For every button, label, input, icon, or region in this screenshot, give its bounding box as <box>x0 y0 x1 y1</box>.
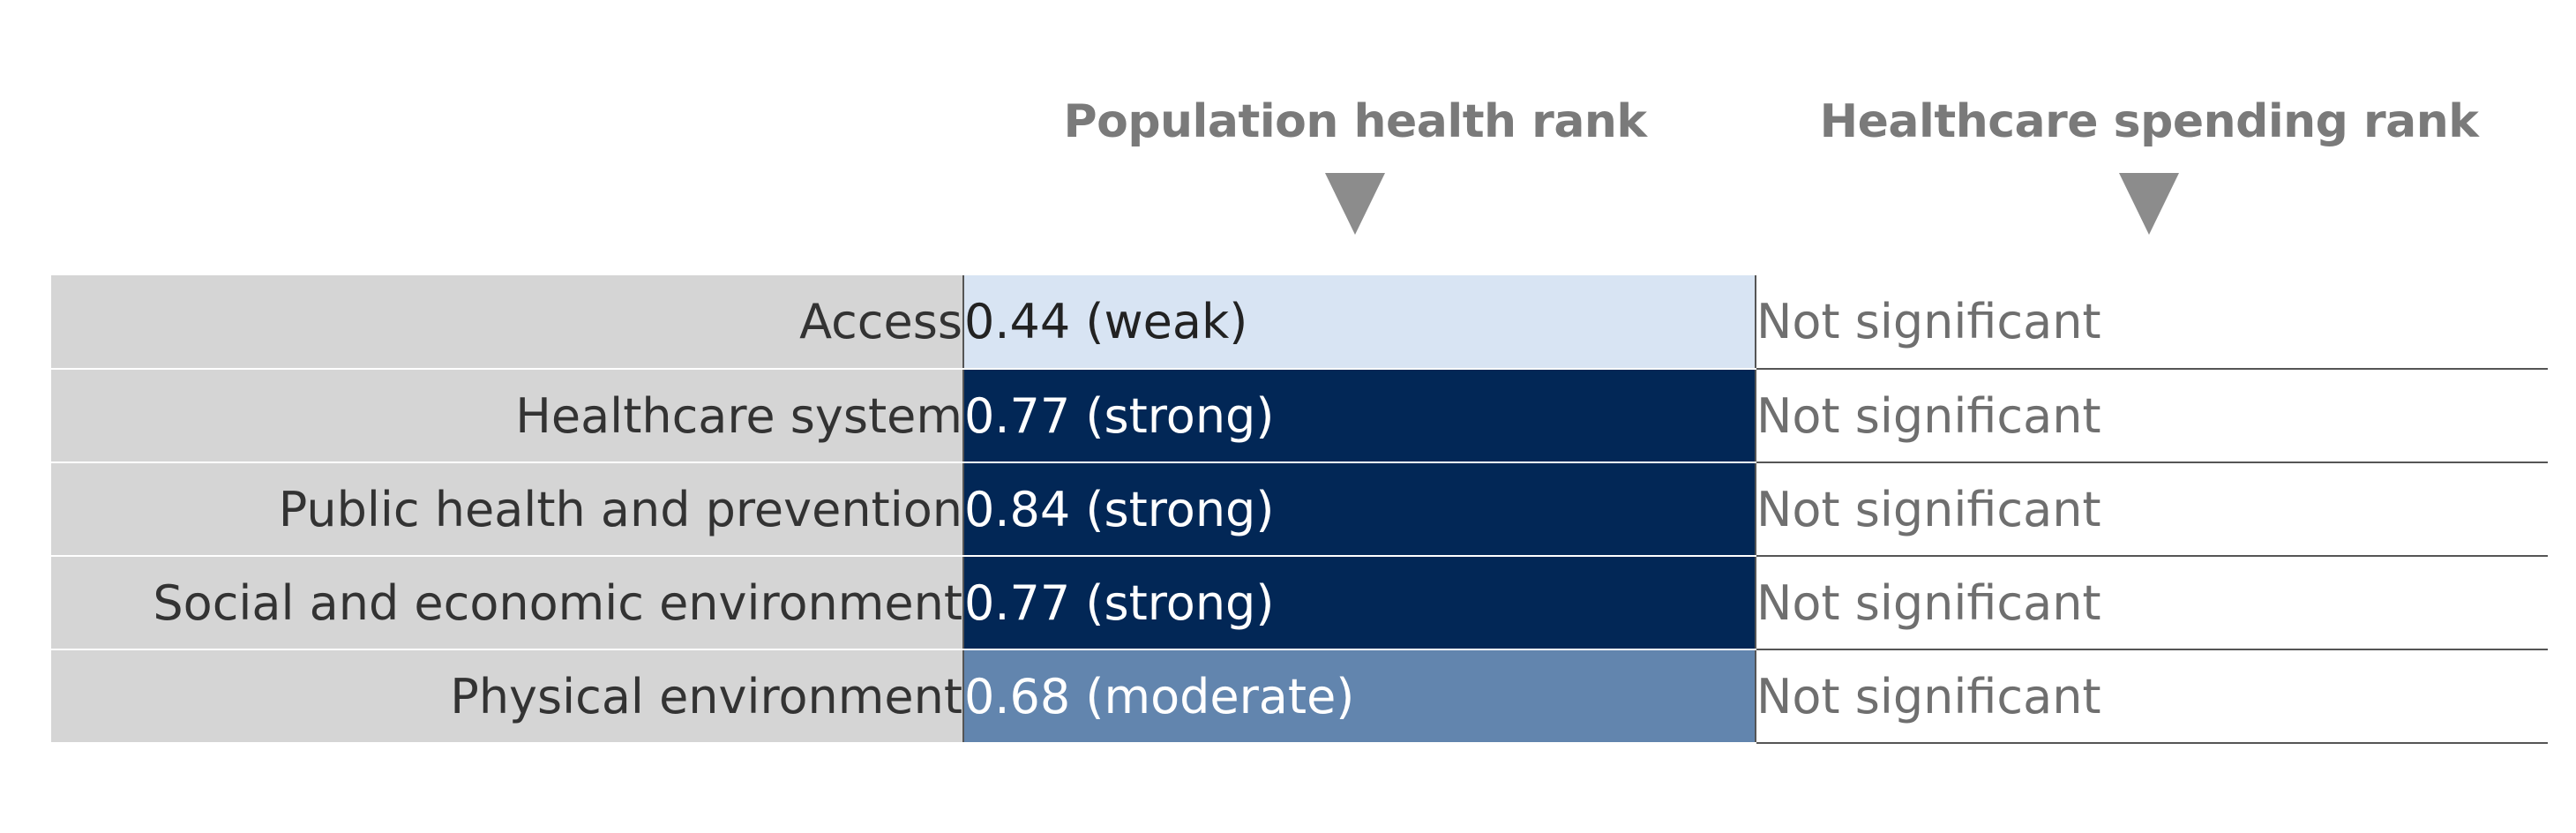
row-label: Healthcare system <box>51 369 963 463</box>
spending-correlation-cell: Not significant <box>1755 275 2548 370</box>
population-correlation-cell: 0.68 (moderate) <box>962 649 1756 744</box>
spending-correlation-cell: Not significant <box>1755 649 2548 744</box>
row-label: Public health and prevention <box>51 462 963 557</box>
row-label: Physical environment <box>51 649 963 744</box>
table-row: Public health and prevention 0.84 (strong… <box>51 462 2548 557</box>
correlation-table-body: Access 0.44 (weak) Not significant Healthca… <box>51 275 2548 744</box>
spending-correlation-cell: Not significant <box>1755 462 2548 557</box>
table-row: Social and economic environment 0.77 (str… <box>51 556 2548 650</box>
spending-correlation-cell: Not significant <box>1755 369 2548 463</box>
population-health-rank-header: Population health rank <box>1063 95 1647 148</box>
population-correlation-cell: 0.84 (strong) <box>962 462 1756 557</box>
table-row: Physical environment 0.68 (moderate) Not s… <box>51 649 2548 744</box>
population-correlation-cell: 0.44 (weak) <box>962 275 1756 370</box>
population-correlation-cell: 0.77 (strong) <box>962 369 1756 463</box>
table-row: Healthcare system 0.77 (strong) Not signif… <box>51 369 2548 463</box>
correlation-table: Access 0.44 (weak) Not significant Healthca… <box>51 275 2548 744</box>
healthcare-spending-rank-header: Healthcare spending rank <box>1819 95 2479 148</box>
population-column-arrow-icon <box>1325 173 1385 235</box>
population-correlation-cell: 0.77 (strong) <box>962 556 1756 650</box>
row-label: Access <box>51 275 963 370</box>
row-label: Social and economic environment <box>51 556 963 650</box>
spending-correlation-cell: Not significant <box>1755 556 2548 650</box>
spending-column-arrow-icon <box>2119 173 2179 235</box>
table-row: Access 0.44 (weak) Not significant <box>51 275 2548 370</box>
